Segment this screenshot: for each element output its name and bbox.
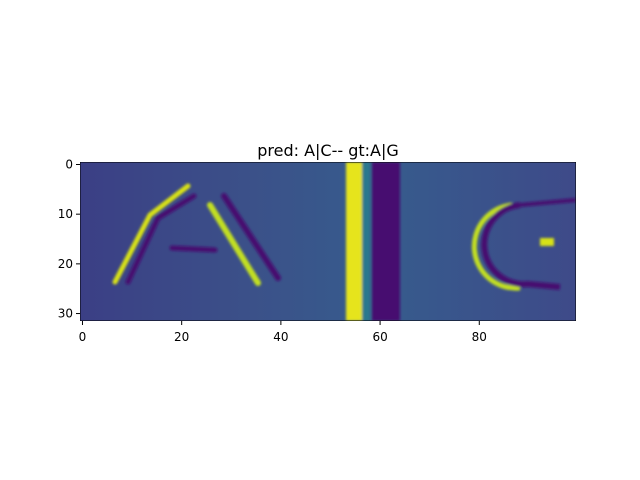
letter-c-dark bbox=[481, 202, 561, 290]
x-tick-label: 80 bbox=[472, 330, 487, 344]
letter-a-left-bright bbox=[112, 183, 191, 285]
y-tick-label: 20 bbox=[58, 257, 73, 271]
x-axis: 0 20 40 60 80 bbox=[79, 321, 487, 344]
plot-title: pred: A|C-- gt:A|G bbox=[257, 141, 399, 160]
y-axis: 0 10 20 30 bbox=[58, 157, 80, 321]
letter-c-top-dark bbox=[519, 198, 576, 207]
y-tick-label: 30 bbox=[58, 307, 73, 321]
letter-a-crossbar bbox=[169, 245, 218, 253]
bar-mid bbox=[362, 162, 370, 321]
letter-c-bright bbox=[471, 202, 521, 291]
image-background bbox=[80, 162, 576, 321]
letter-c-dot bbox=[540, 238, 554, 246]
bar-bright bbox=[346, 162, 364, 321]
y-tick-label: 0 bbox=[65, 157, 73, 171]
x-tick-label: 60 bbox=[372, 330, 387, 344]
letter-a-right-bright bbox=[207, 202, 261, 286]
bar-dark bbox=[372, 162, 400, 321]
letter-a-left-dark bbox=[125, 193, 197, 285]
image-panel bbox=[80, 162, 576, 321]
x-tick-label: 40 bbox=[273, 330, 288, 344]
x-tick-label: 0 bbox=[79, 330, 87, 344]
x-tick-label: 20 bbox=[174, 330, 189, 344]
image-strokes bbox=[112, 162, 576, 321]
letter-a-right-dark bbox=[221, 193, 281, 281]
y-tick-label: 10 bbox=[58, 207, 73, 221]
